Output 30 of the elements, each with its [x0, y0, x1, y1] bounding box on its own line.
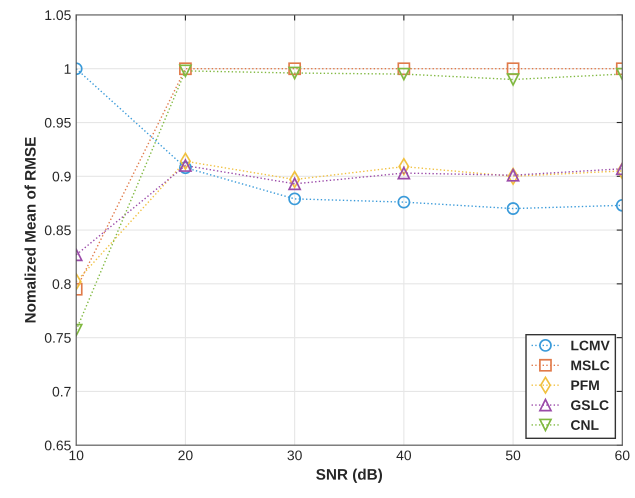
point [288, 62, 302, 76]
x-tick-label: 60 [615, 450, 630, 460]
x-tick-label: 20 [178, 450, 193, 460]
x-tick-label: 30 [287, 450, 302, 460]
y-tick-label: 0.95 [44, 118, 71, 128]
legend-label: MSLC [571, 360, 610, 370]
point [397, 62, 410, 76]
x-tick-label: 50 [506, 450, 520, 460]
legend-label: GSLC [571, 400, 609, 410]
legend-label: LCMV [571, 340, 610, 350]
y-tick-label: 1.05 [45, 10, 71, 20]
point [288, 192, 302, 206]
y-tick-label: 0.8 [52, 279, 71, 290]
x-axis-title: SNR (dB) [316, 468, 382, 483]
y-tick-label: 0.65 [44, 440, 71, 450]
legend-label: PFM [571, 380, 599, 390]
y-tick-label: 0.7 [52, 386, 71, 397]
y-tick-label: 0.75 [44, 332, 71, 343]
y-tick-label: 1 [64, 64, 71, 74]
point [397, 68, 410, 80]
y-axis-title: Nomalized Mean of RMSE [24, 137, 36, 322]
point [397, 166, 410, 180]
point [397, 196, 410, 208]
y-tick-label: 0.85 [44, 225, 71, 236]
point [288, 177, 302, 190]
y-tick-label: 0.9 [52, 172, 71, 182]
point [288, 66, 302, 80]
x-tick-label: 10 [70, 450, 84, 460]
legend-label: CNL [571, 420, 599, 430]
x-tick-label: 40 [396, 450, 412, 460]
